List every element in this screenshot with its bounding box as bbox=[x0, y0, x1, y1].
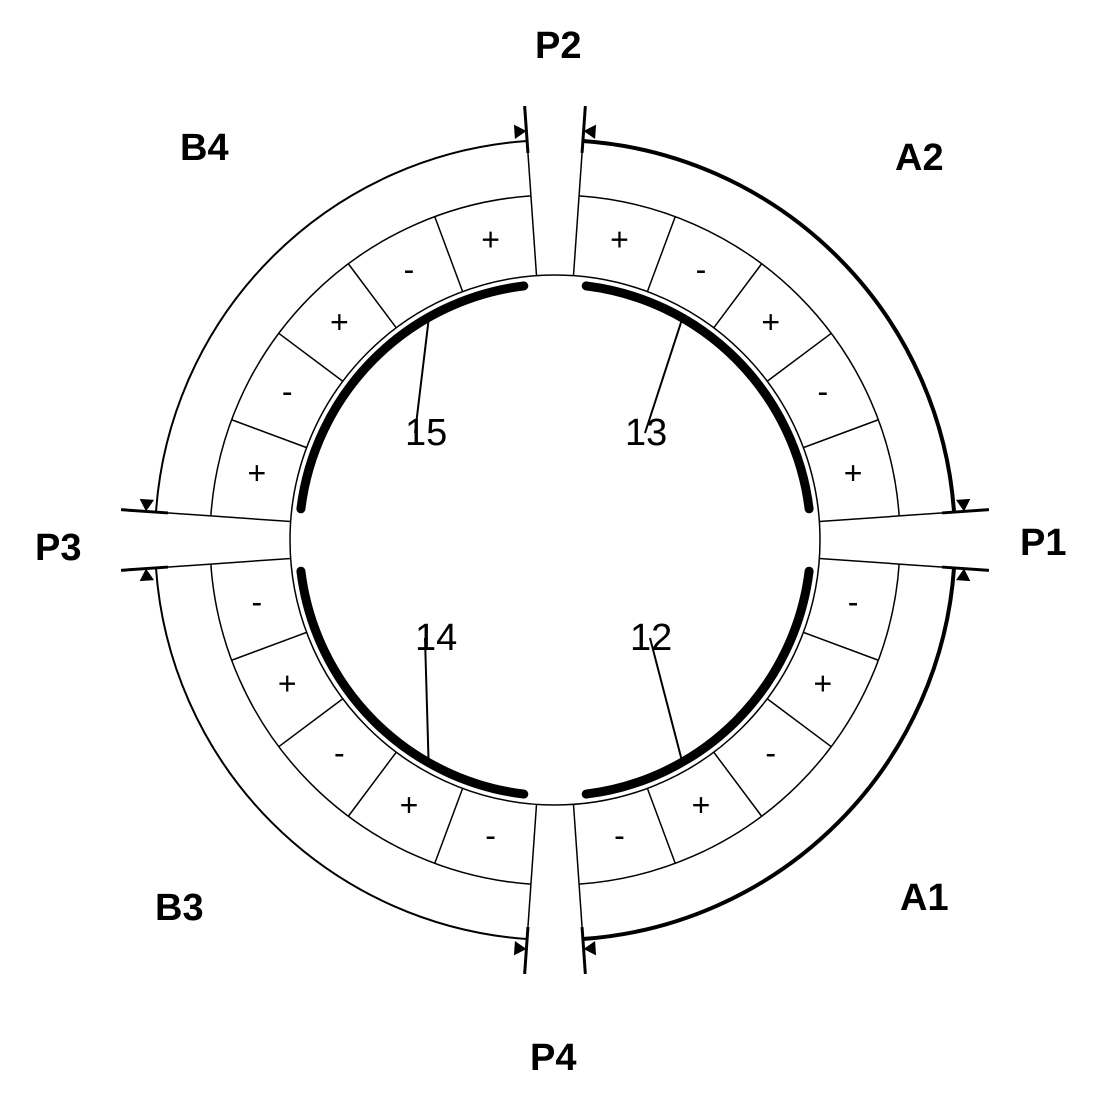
segment-divider bbox=[803, 420, 878, 448]
circular-diagram: - + - + - + - + - + - + - + - + - + - + A1 A2 B3 B4 P1 P2 P3 P4 12 13… bbox=[0, 0, 1109, 1099]
segment-sign: + bbox=[248, 455, 267, 491]
gap-label-P2: P2 bbox=[535, 25, 581, 67]
gap-tick bbox=[525, 106, 528, 153]
segment-divider bbox=[803, 632, 878, 660]
segment-divider bbox=[647, 788, 675, 863]
segment-sign: - bbox=[696, 252, 707, 288]
section-label-B4: B4 bbox=[180, 127, 229, 169]
gap-arrowhead bbox=[140, 569, 154, 581]
inner-arc-label-13: 13 bbox=[625, 412, 667, 454]
gap-label-P4: P4 bbox=[530, 1037, 576, 1079]
gap-tick bbox=[582, 927, 585, 974]
gap-label-P1: P1 bbox=[1020, 522, 1066, 564]
segment-divider bbox=[647, 217, 675, 292]
segment-sign: - bbox=[282, 373, 293, 409]
inner-circle bbox=[290, 275, 820, 805]
gap-tick bbox=[582, 106, 585, 153]
segment-divider bbox=[211, 516, 291, 522]
gap-arrowhead bbox=[140, 499, 154, 511]
gap-tick bbox=[942, 567, 989, 570]
gap-tick bbox=[121, 567, 168, 570]
segment-divider bbox=[531, 804, 537, 884]
section-label-B3: B3 bbox=[155, 887, 204, 929]
segment-divider bbox=[232, 632, 307, 660]
segment-sign: - bbox=[614, 818, 625, 854]
segment-divider bbox=[531, 196, 537, 276]
section-label-A1: A1 bbox=[900, 877, 949, 919]
segment-divider bbox=[435, 788, 463, 863]
segment-divider bbox=[714, 264, 762, 328]
segment-sign: + bbox=[278, 665, 297, 701]
gap-arrowhead bbox=[584, 125, 596, 139]
segment-divider bbox=[573, 804, 579, 884]
segment-sign: - bbox=[485, 818, 496, 854]
segment-divider bbox=[348, 264, 396, 328]
gap-arrowhead bbox=[956, 499, 970, 511]
segment-divider bbox=[211, 558, 291, 564]
segment-sign: - bbox=[817, 373, 828, 409]
segment-divider bbox=[767, 699, 831, 747]
segment-divider bbox=[819, 558, 899, 564]
segment-sign: - bbox=[334, 735, 345, 771]
segment-sign: + bbox=[844, 455, 863, 491]
inner-arc-label-12: 12 bbox=[630, 617, 672, 659]
segment-sign: + bbox=[813, 665, 832, 701]
segment-divider bbox=[435, 217, 463, 292]
segment-sign: - bbox=[848, 584, 859, 620]
segment-divider bbox=[819, 516, 899, 522]
segment-sign: + bbox=[761, 304, 780, 340]
gap-tick bbox=[121, 510, 168, 513]
segment-sign: - bbox=[252, 584, 263, 620]
segment-sign: + bbox=[692, 787, 711, 823]
inner-arc-label-15: 15 bbox=[405, 412, 447, 454]
gap-arrowhead bbox=[514, 941, 526, 955]
gap-tick bbox=[525, 927, 528, 974]
segment-divider bbox=[348, 752, 396, 816]
segment-divider bbox=[232, 420, 307, 448]
gap-label-P3: P3 bbox=[35, 527, 81, 569]
segment-sign: + bbox=[481, 221, 500, 257]
segment-sign: + bbox=[400, 787, 419, 823]
segment-sign: - bbox=[765, 735, 776, 771]
section-label-A2: A2 bbox=[895, 137, 944, 179]
segment-divider bbox=[573, 196, 579, 276]
gap-arrowhead bbox=[514, 125, 526, 139]
inner-arc-label-14: 14 bbox=[415, 617, 457, 659]
segment-divider bbox=[714, 752, 762, 816]
gap-arrowhead bbox=[584, 941, 596, 955]
segment-sign: + bbox=[330, 304, 349, 340]
gap-tick bbox=[942, 510, 989, 513]
gap-arrowhead bbox=[956, 569, 970, 581]
segment-sign: + bbox=[610, 221, 629, 257]
segment-sign: - bbox=[404, 252, 415, 288]
